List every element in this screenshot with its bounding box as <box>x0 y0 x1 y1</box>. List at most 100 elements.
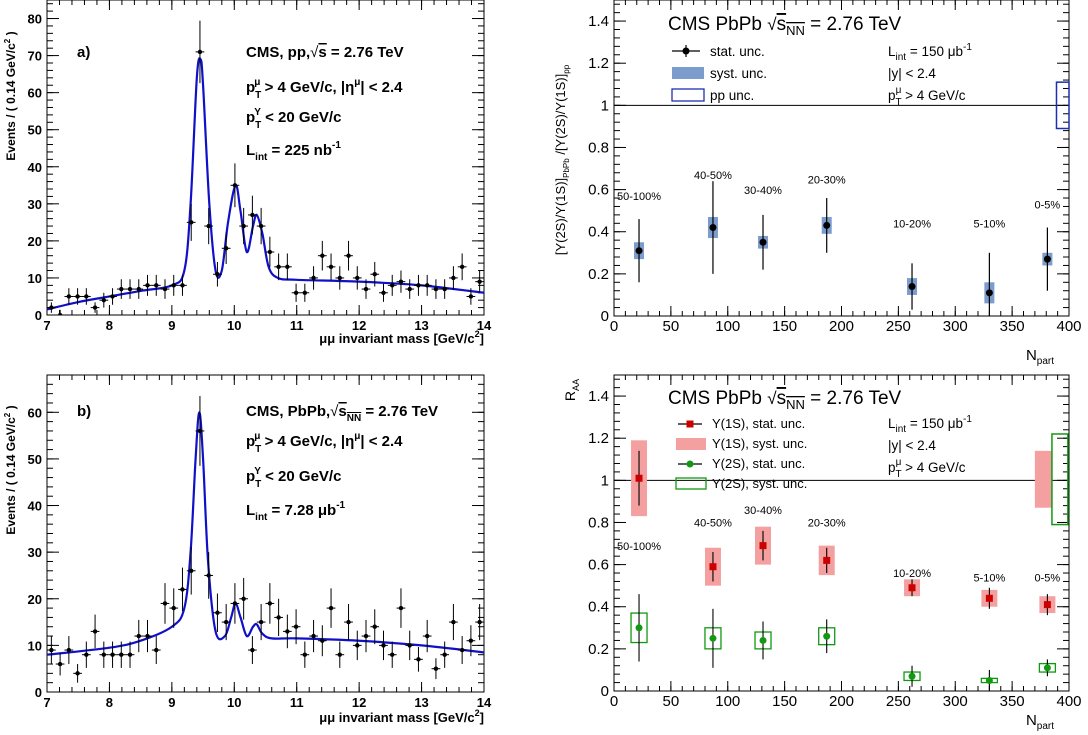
panel-d-title: CMS PbPb √sNN = 2.76 TeV <box>668 388 902 412</box>
data-point <box>477 619 482 625</box>
y-tick-label: 30 <box>28 545 42 560</box>
legend-syst-box <box>672 67 704 79</box>
x-tick-label: 9 <box>168 695 175 710</box>
panel-c-ylabel: [Υ(2S)/Υ(1S)]PbPb /[Υ(2S)/Υ(1S)]pp <box>553 64 571 255</box>
data-point <box>49 647 54 653</box>
centrality-label: 30-40% <box>744 185 782 197</box>
panel-b: 7 8 9 10 11 12 13 14 0 10 20 30 40 50 60 b) CMS, PbPb,… <box>3 374 492 725</box>
panel-c-plot: 50-100% 40-50% 30-40% 20-30% 10-20% 5-10% 0-5% <box>614 45 1070 316</box>
data-point <box>328 605 334 611</box>
data-point <box>75 294 80 299</box>
data-point <box>293 290 299 295</box>
panel-b-plot <box>47 396 485 683</box>
panel-a-line-1: CMS, pp,√s = 2.76 TeV <box>246 44 404 61</box>
ups1s-point <box>709 563 717 571</box>
y-tick-label: 0.2 <box>588 266 609 283</box>
x-tick-label: 13 <box>414 318 428 333</box>
x-tick-label: 11 <box>290 695 304 710</box>
y-tick-label: 0 <box>601 683 609 700</box>
data-point <box>477 279 482 284</box>
data-point <box>119 286 124 292</box>
data-point <box>416 657 421 662</box>
y-tick-label: 0.4 <box>588 599 609 616</box>
data-point <box>162 601 168 606</box>
y-tick-label: 50 <box>28 123 42 138</box>
ups1s-point <box>635 474 643 482</box>
plot-frame <box>613 374 1070 692</box>
data-point <box>145 633 150 639</box>
y-tick-label: 0.2 <box>588 641 609 658</box>
ups1s-point <box>1043 601 1051 609</box>
pp-unc-box <box>1055 81 1070 130</box>
panel-d-info-lumi: Lint = 150 μb-1 <box>888 414 972 435</box>
y-tick-label: 70 <box>28 49 42 64</box>
x-tick-label: 250 <box>886 693 911 710</box>
panel-d-info-pt: pTμ > 4 GeV/c <box>888 457 966 480</box>
data-point <box>320 638 325 643</box>
data-point <box>424 633 430 639</box>
x-tick-label: 100 <box>715 693 740 710</box>
x-tick-label: 350 <box>1000 318 1025 335</box>
data-point <box>215 610 220 615</box>
fit-curve <box>47 57 485 311</box>
data-point <box>293 624 299 629</box>
data-point <box>162 286 168 292</box>
data-point <box>451 275 456 281</box>
x-tick-label: 50 <box>663 693 680 710</box>
centrality-label: 20-30% <box>808 518 846 530</box>
data-point <box>908 283 916 291</box>
x-tick-label: 300 <box>943 318 968 335</box>
data-point <box>468 638 474 643</box>
data-point <box>92 305 98 310</box>
data-point <box>442 652 447 657</box>
data-point <box>398 605 404 611</box>
data-point <box>285 264 290 270</box>
x-tick-label: 50 <box>663 318 680 335</box>
y-tick-label: 0.8 <box>588 514 609 531</box>
data-point <box>136 286 141 292</box>
centrality-label: 50-100% <box>617 191 661 203</box>
ups2s-point <box>823 632 831 640</box>
centrality-label: 10-20% <box>893 568 931 580</box>
data-point <box>442 286 447 292</box>
panel-c: 0 50 100 150 200 250 300 350 400 0 0.2 0.4 0.6 0.8 1 1.… <box>553 0 1082 367</box>
data-point <box>223 619 229 625</box>
data-point <box>136 633 141 639</box>
panel-b-line-2: pTμ > 4 GeV/c, |ημ| < 2.4 <box>246 431 403 455</box>
data-point <box>346 253 351 258</box>
data-point <box>355 275 360 281</box>
legend-2s-syst-box <box>675 477 707 490</box>
global-unc-1s <box>1034 450 1052 508</box>
x-tick-label: 8 <box>106 318 113 333</box>
data-point <box>215 272 220 277</box>
x-tick-label: 14 <box>477 318 492 333</box>
panel-b-tag: b) <box>77 403 91 420</box>
panel-c-legend-syst: syst. unc. <box>710 66 767 81</box>
legend-2s-stat-marker <box>686 460 694 468</box>
data-point <box>145 283 150 288</box>
panel-b-axes: 7 8 9 10 11 12 13 14 0 10 20 30 40 50 60 <box>28 374 492 710</box>
data-point <box>197 428 203 434</box>
x-tick-label: 11 <box>290 318 304 333</box>
centrality-label: 10-20% <box>893 219 931 231</box>
data-point <box>823 221 831 229</box>
plot-frame <box>613 0 1070 317</box>
ups2s-point <box>759 636 767 644</box>
data-point <box>171 283 176 288</box>
panel-c-info-lumi: Lint = 150 μb-1 <box>888 42 972 63</box>
panel-d-ylabel: RAA <box>562 379 581 401</box>
data-point <box>119 652 124 657</box>
x-tick-label: 300 <box>943 693 968 710</box>
panel-d: 0 50 100 150 200 250 300 350 400 0 0.2 0.4 0.6 0.8 1 1.… <box>562 374 1082 732</box>
data-point <box>311 275 316 281</box>
panel-a-line-2: pTμ > 4 GeV/c, |ημ| < 2.4 <box>246 77 403 101</box>
x-tick-label: 100 <box>715 318 740 335</box>
data-point <box>241 223 246 229</box>
data-point <box>101 652 107 657</box>
ups1s-point <box>759 542 767 550</box>
data-point <box>363 633 369 639</box>
panel-a-plot <box>47 20 485 315</box>
panel-b-line-4: Lint = 7.28 μb-1 <box>246 500 346 523</box>
legend-1s-stat-marker <box>686 420 694 428</box>
